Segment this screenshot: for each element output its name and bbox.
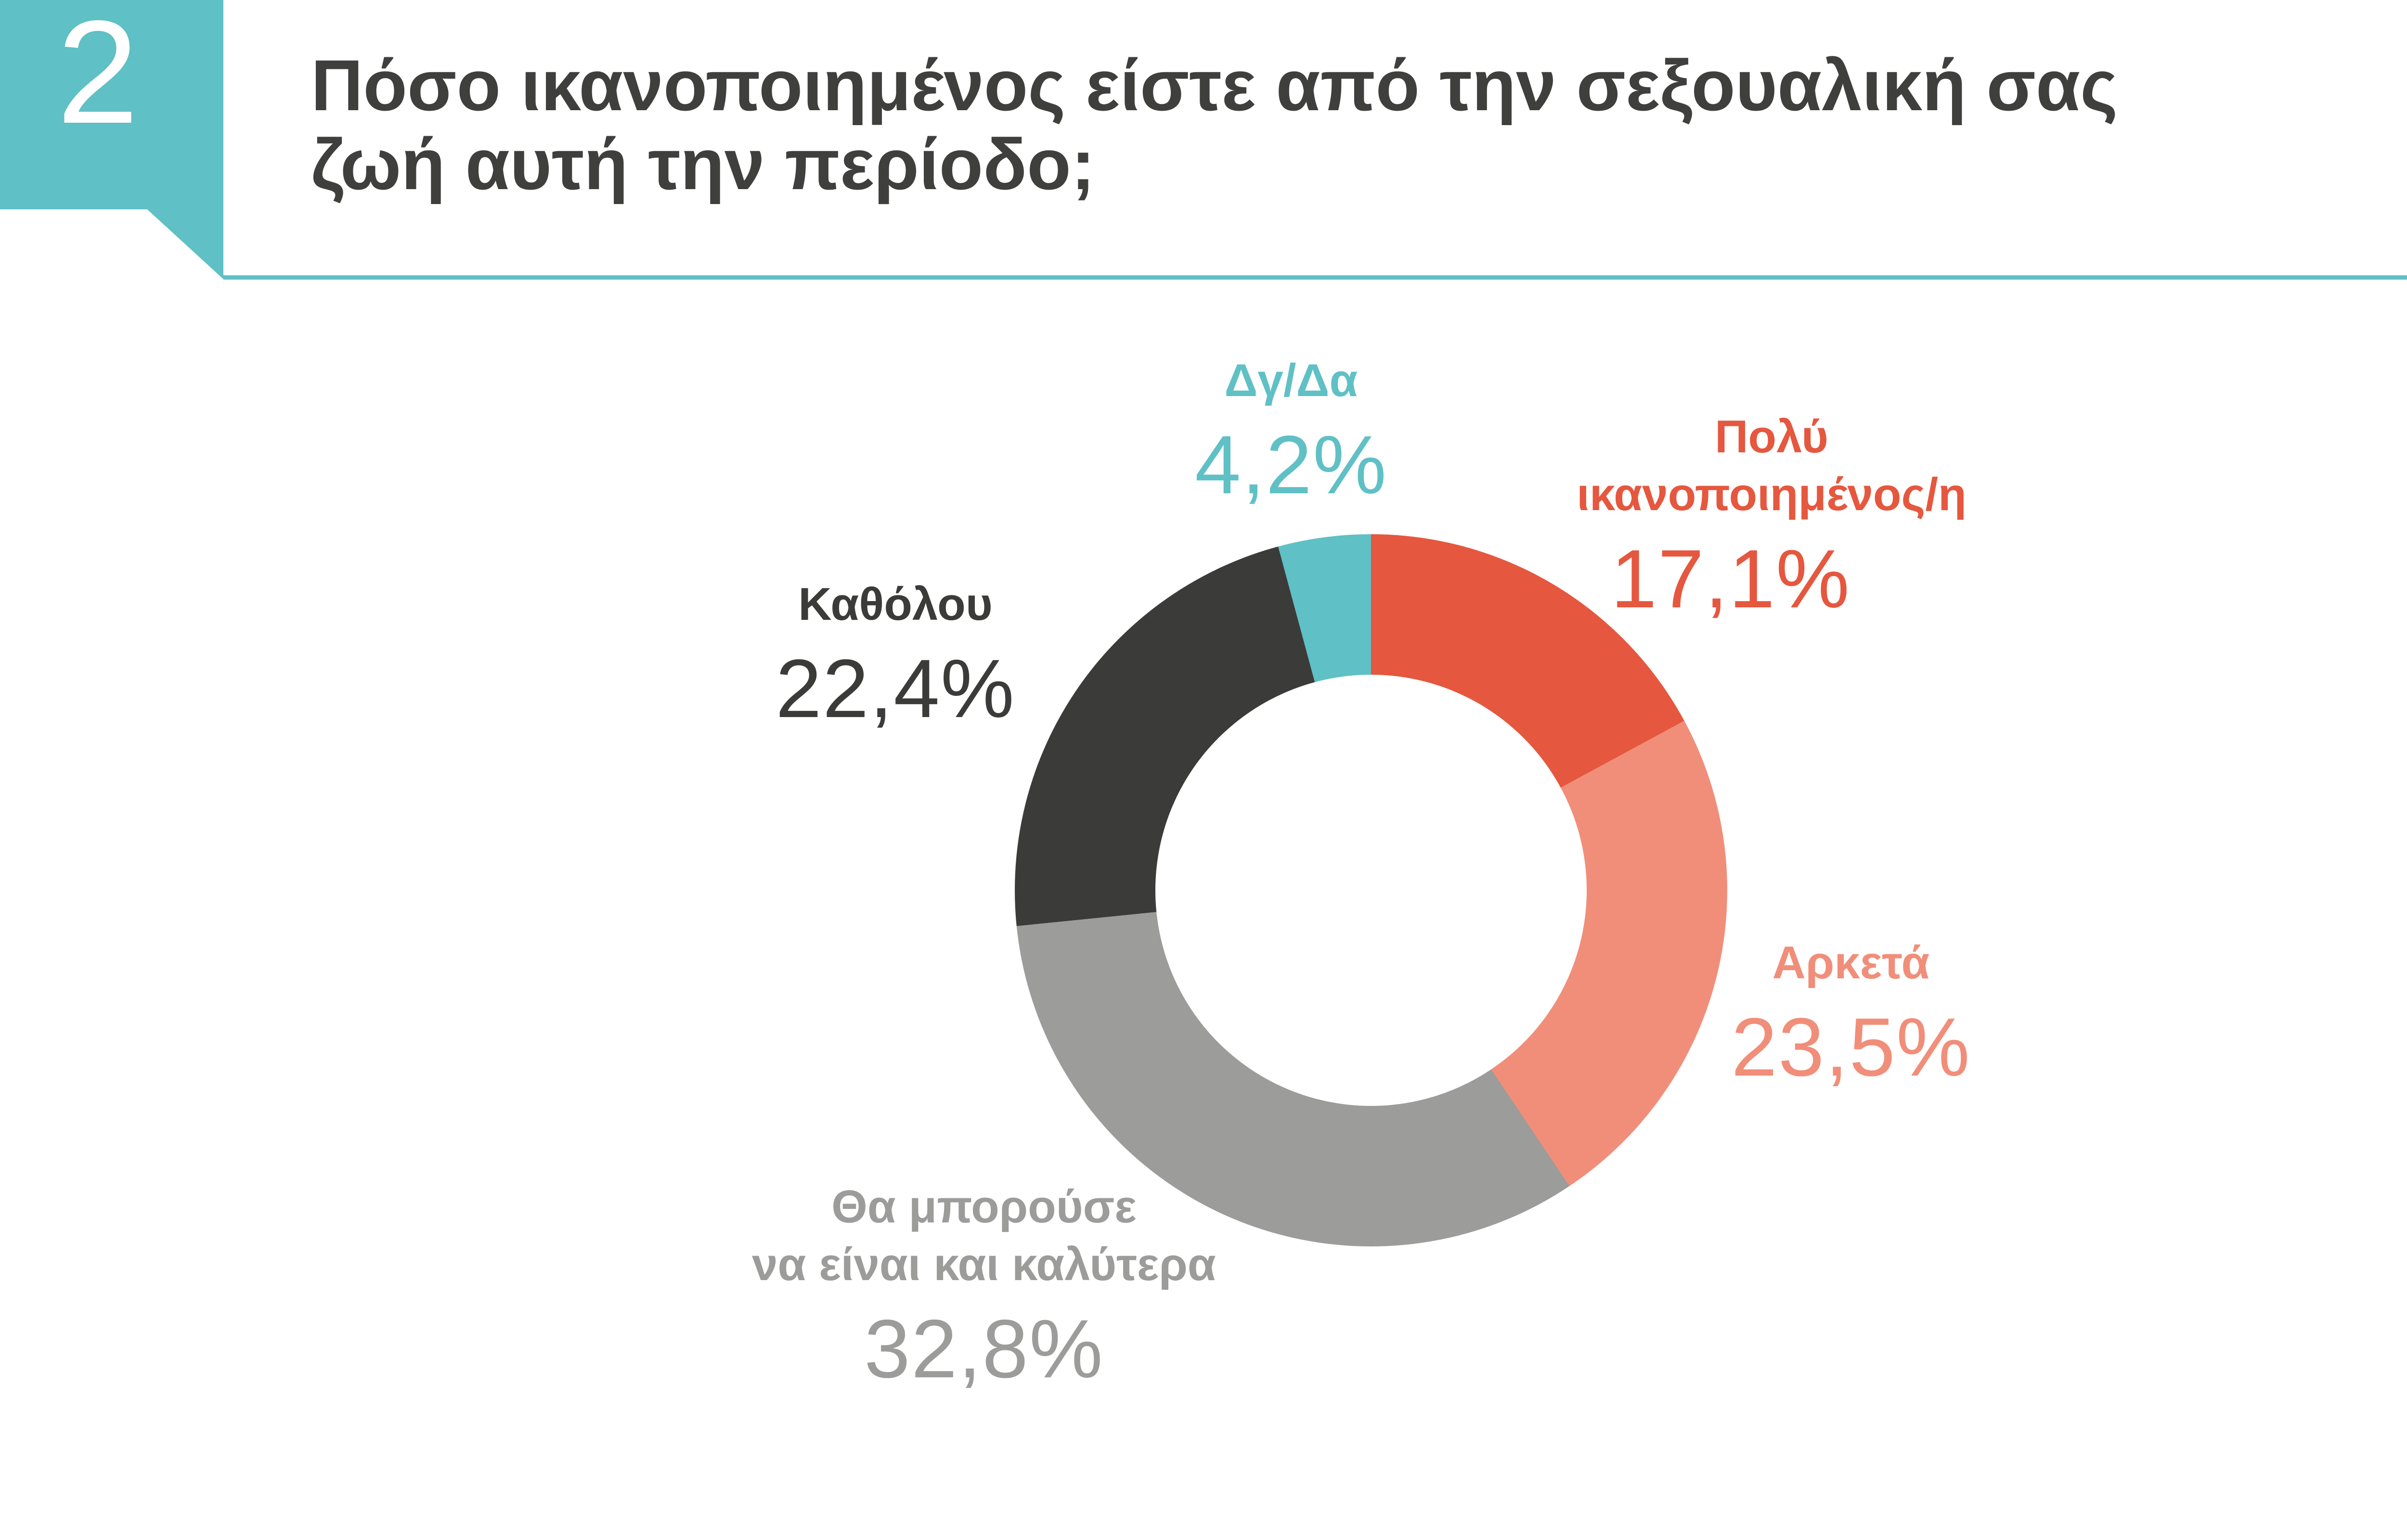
slide-number-badge: 2 bbox=[0, 0, 223, 279]
callout-label: Δγ/Δα bbox=[1224, 355, 1358, 406]
callout-arketa: Αρκετά 23,5% bbox=[1731, 934, 1971, 1093]
callout-value: 4,2% bbox=[1194, 419, 1388, 511]
donut-chart bbox=[1015, 534, 1727, 1246]
callout-value: 23,5% bbox=[1731, 1001, 1971, 1093]
header-divider bbox=[223, 275, 2407, 280]
callout-label: Αρκετά bbox=[1772, 937, 1930, 988]
slide-number: 2 bbox=[57, 0, 139, 154]
callout-katholou: Καθόλου 22,4% bbox=[776, 576, 1015, 734]
donut-hole bbox=[1155, 675, 1587, 1106]
page-title: Πόσο ικανοποιημένος είστε από την σεξουα… bbox=[311, 46, 2118, 204]
callout-value: 17,1% bbox=[1611, 533, 1851, 625]
callout-tha-borouse: Θα μπορούσε να είναι και καλύτερα 32,8% bbox=[752, 1178, 1216, 1395]
callout-value: 32,8% bbox=[864, 1303, 1104, 1395]
callout-dg-da: Δγ/Δα 4,2% bbox=[1195, 352, 1387, 511]
page-title-line1: Πόσο ικανοποιημένος είστε από την σεξουα… bbox=[311, 45, 2118, 126]
page-title-line2: ζωή αυτή την περίοδο; bbox=[311, 124, 1095, 205]
callout-poly-ikanopoiimenos: Πολύ ικανοποιημένος/η 17,1% bbox=[1577, 408, 1966, 625]
callout-label: Θα μπορούσε να είναι και καλύτερα bbox=[752, 1181, 1216, 1290]
callout-label: Καθόλου bbox=[798, 578, 993, 630]
callout-label: Πολύ ικανοποιημένος/η bbox=[1577, 411, 1967, 520]
callout-value: 22,4% bbox=[776, 642, 1015, 735]
